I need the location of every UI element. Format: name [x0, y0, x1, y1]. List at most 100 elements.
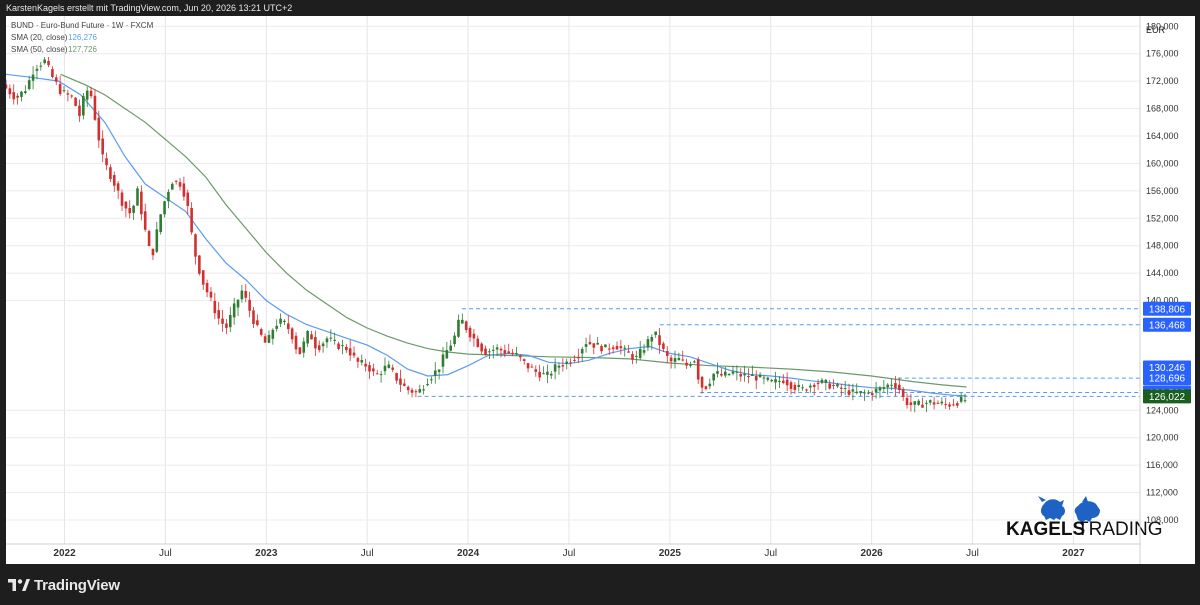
candle-body: [116, 183, 120, 191]
candle-body: [704, 386, 708, 389]
candle-body: [580, 349, 584, 354]
legend-sma20-label: SMA (20, close): [11, 33, 68, 42]
candle-body: [147, 231, 151, 246]
candle-body: [631, 354, 634, 360]
candle-body: [569, 362, 572, 364]
watermark-word1: KAGELS: [1006, 519, 1085, 540]
time-tick-label: Jul: [159, 548, 172, 559]
candle-body: [159, 214, 162, 233]
candle-body: [480, 343, 483, 352]
time-tick-label: 2024: [457, 548, 480, 559]
candle-body: [519, 355, 522, 358]
time-tick-label: Jul: [966, 548, 979, 559]
candle-body: [453, 335, 456, 345]
candle-body: [770, 379, 773, 382]
candle-body: [66, 93, 70, 95]
candle-body: [836, 384, 839, 387]
candle-body: [758, 374, 762, 378]
candlestick-chart[interactable]: KAGELS TRADING 180,000 176,000 172,000 168,…: [4, 16, 1195, 564]
candle-body: [584, 344, 588, 347]
candle-body: [797, 384, 801, 387]
chart-panel[interactable]: KAGELS TRADING 180,000 176,000 172,000 168,…: [4, 16, 1195, 564]
sma50-line: [60, 73, 967, 388]
candle-body: [723, 371, 727, 376]
legend-symbol: BUND · Euro-Bund Future · 1W · FXCM: [11, 21, 154, 30]
candle-body: [696, 359, 700, 380]
tradingview-logo[interactable]: TradingView: [8, 577, 120, 594]
horizontal-levels: [417, 308, 1140, 397]
price-label-box: [1143, 360, 1191, 375]
candle-body: [820, 379, 824, 383]
candle-body: [8, 88, 12, 95]
candle-body: [74, 97, 77, 106]
candle-body: [58, 83, 62, 95]
candle-body: [673, 358, 677, 362]
sma50-series: [60, 73, 967, 388]
candle-body: [294, 335, 298, 350]
candle-body: [426, 384, 429, 386]
candle-body: [693, 361, 696, 363]
candle-body: [101, 138, 104, 155]
candle-body: [739, 374, 743, 377]
candle-body: [383, 365, 387, 372]
candle-body: [248, 299, 251, 311]
candle-body: [619, 346, 623, 349]
price-label-text: 128,696: [1149, 374, 1186, 385]
price-tick-label: 112,000: [1146, 488, 1178, 498]
candle-body: [700, 376, 704, 388]
candle-body: [897, 384, 901, 390]
candle-body: [627, 351, 630, 353]
candle-body: [720, 373, 723, 376]
candle-body: [12, 92, 16, 100]
candle-body: [201, 270, 205, 285]
candle-body: [31, 74, 35, 81]
candle-body: [225, 323, 228, 328]
candle-body: [781, 380, 785, 383]
candle-body: [944, 403, 948, 405]
candle-body: [464, 321, 468, 331]
candle-body: [526, 363, 530, 369]
candle-body: [816, 382, 820, 385]
candle-body: [785, 379, 789, 386]
candle-body: [917, 400, 920, 405]
candle-body: [82, 95, 85, 116]
candle-body: [604, 344, 607, 348]
candle-body: [855, 391, 859, 393]
candle-body: [379, 374, 383, 376]
candle-body: [472, 333, 476, 339]
candle-body: [236, 299, 240, 308]
price-label-box: [1143, 301, 1191, 316]
candle-body: [905, 397, 909, 406]
candle-body: [136, 188, 139, 206]
candle-body: [306, 331, 309, 344]
candle-body: [522, 359, 526, 361]
candle-body: [356, 357, 360, 362]
candle-body: [553, 364, 557, 372]
candle-body: [403, 383, 406, 386]
candle-body: [167, 191, 170, 202]
candle-body: [333, 339, 337, 341]
candle-body: [205, 283, 209, 293]
candle-body: [128, 207, 132, 214]
candle-body: [936, 402, 940, 404]
candle-body: [170, 183, 174, 190]
candle-body: [847, 390, 851, 395]
price-label-box: [1143, 389, 1191, 404]
candle-body: [534, 369, 538, 372]
candle-body: [870, 393, 874, 396]
candle-body: [310, 334, 313, 340]
candle-body: [468, 327, 472, 338]
candle-body: [956, 403, 959, 406]
candle-body: [708, 383, 712, 387]
candle-body: [437, 369, 441, 372]
price-tick-label: 152,000: [1146, 213, 1179, 223]
candle-body: [507, 351, 511, 354]
candle-body: [286, 323, 290, 330]
candle-body: [209, 291, 213, 298]
candle-body: [716, 371, 719, 374]
price-tick-label: 168,000: [1146, 104, 1179, 114]
candle-body: [712, 373, 715, 381]
price-tick-label: 116,000: [1146, 460, 1178, 470]
candle-body: [20, 91, 23, 97]
candle-body: [70, 95, 74, 97]
